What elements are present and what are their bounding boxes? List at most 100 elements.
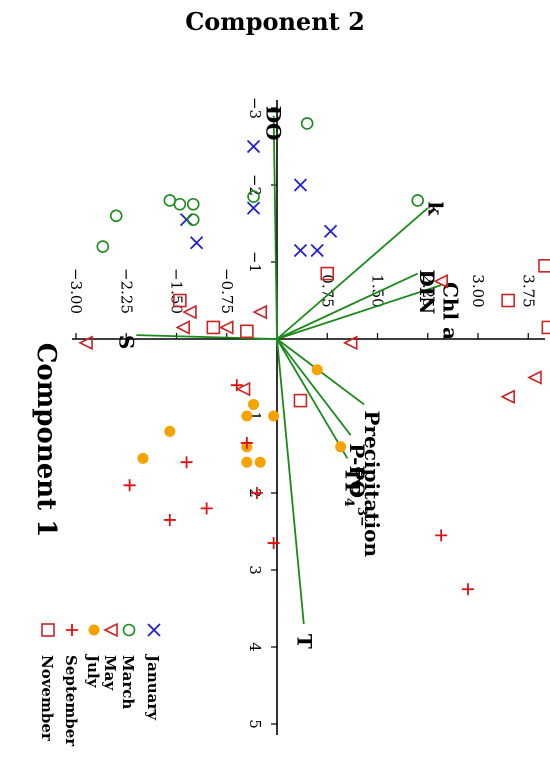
- data-point: [541, 320, 550, 335]
- data-point: [186, 197, 200, 211]
- x-tick-label: −0.75: [218, 268, 236, 314]
- data-point: [335, 441, 347, 453]
- legend-label: May: [101, 655, 119, 691]
- legend-marker: [103, 622, 118, 638]
- data-point: [252, 304, 268, 320]
- x-tick-label: −2.25: [117, 268, 135, 314]
- x-tick-label: 3.75: [519, 274, 537, 307]
- legend-marker: [41, 623, 55, 637]
- loading-vector: [136, 334, 278, 340]
- data-point: [320, 266, 335, 281]
- series-july: [137, 364, 347, 468]
- data-point: [189, 236, 204, 250]
- vector-label: S: [114, 335, 138, 349]
- data-point: [186, 213, 200, 226]
- vector-label: Precipitation: [360, 410, 384, 557]
- data-point: [173, 197, 187, 211]
- loading-vector: [276, 338, 352, 436]
- y-tick-label: 5: [246, 719, 264, 729]
- data-point: [268, 410, 280, 422]
- data-point: [180, 456, 193, 469]
- legend-label: September: [62, 655, 80, 747]
- data-point: [527, 370, 542, 385]
- data-point: [247, 190, 260, 203]
- legend-marker: [88, 624, 100, 636]
- legend-marker: [122, 623, 136, 637]
- x-tick-label: 3.00: [469, 274, 487, 307]
- data-point: [323, 224, 338, 238]
- loading-vector: [272, 115, 278, 340]
- data-point: [501, 293, 515, 308]
- data-point: [538, 259, 550, 273]
- data-point: [300, 117, 314, 130]
- x-tick-label: 1.50: [369, 274, 387, 307]
- data-point: [241, 410, 253, 422]
- legend-label: March: [119, 655, 137, 709]
- data-point: [137, 452, 149, 464]
- y-tick-label: −3: [246, 97, 264, 119]
- legend-marker: [66, 624, 78, 636]
- series-may: [78, 273, 542, 405]
- data-point: [267, 537, 280, 550]
- legend-marker: [147, 623, 161, 637]
- vector-label: DIN: [415, 269, 439, 314]
- data-point: [246, 201, 261, 215]
- series-september: [123, 379, 474, 596]
- loading-vector: [276, 272, 419, 340]
- data-point: [433, 273, 448, 289]
- legend-label: November: [38, 655, 56, 742]
- data-point: [78, 335, 93, 351]
- vector-label: Chl a: [439, 282, 463, 340]
- data-point: [109, 209, 123, 223]
- data-points: [78, 117, 550, 596]
- chart-axis-label: Component 1: [31, 343, 61, 538]
- data-point: [96, 240, 110, 253]
- chart-title: Component 2: [185, 7, 365, 36]
- data-point: [293, 178, 308, 192]
- data-point: [250, 487, 263, 499]
- series-november: [173, 259, 550, 408]
- data-point: [123, 479, 136, 492]
- legend-label: January: [144, 653, 162, 721]
- data-point: [230, 379, 243, 392]
- x-tick-label: −3.00: [67, 268, 85, 314]
- vector-label: DO: [262, 106, 286, 141]
- data-point: [293, 243, 308, 258]
- data-point: [254, 456, 266, 468]
- loading-vector: [276, 207, 429, 340]
- vector-label: TP: [340, 467, 364, 497]
- data-point: [293, 393, 308, 408]
- legend-label: July: [84, 653, 102, 689]
- y-tick-label: −2: [246, 174, 264, 196]
- data-point: [500, 389, 515, 405]
- series-january: [179, 139, 338, 258]
- y-tick-label: 1: [246, 411, 264, 421]
- data-point: [163, 513, 176, 526]
- data-point: [206, 320, 221, 335]
- data-point: [311, 364, 323, 376]
- data-point: [164, 425, 176, 437]
- data-point: [240, 436, 253, 449]
- x-tick-label: 2.25: [419, 274, 437, 307]
- data-point: [173, 293, 187, 308]
- data-point: [200, 502, 213, 515]
- data-point: [240, 324, 254, 339]
- loading-vector: [276, 338, 305, 624]
- x-tick-label: −1.50: [168, 268, 186, 314]
- axes: −3.00 −2.25 −1.50 −0.75 0.75 1.50 2.25 3.00 3.75…: [67, 97, 545, 735]
- y-tick-label: 4: [246, 642, 264, 652]
- data-point: [310, 243, 324, 258]
- data-point: [435, 529, 448, 542]
- data-point: [182, 304, 197, 320]
- data-point: [411, 194, 425, 207]
- series-march: [96, 117, 425, 253]
- loading-vector: [276, 284, 442, 340]
- vector-label: T: [293, 634, 317, 649]
- data-point: [235, 381, 251, 397]
- vector-label: k: [423, 202, 447, 217]
- data-point: [175, 320, 190, 335]
- data-point: [246, 139, 261, 154]
